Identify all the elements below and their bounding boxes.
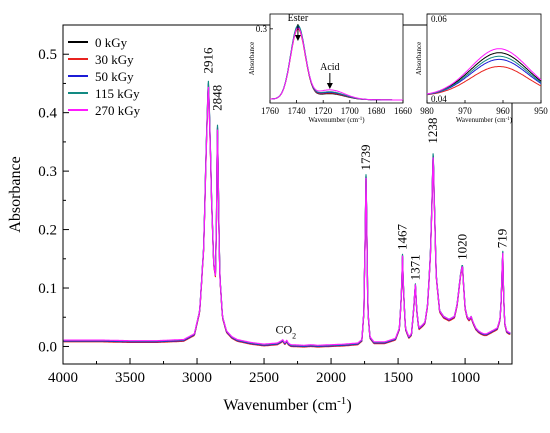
y-tick-label: 0.2 — [38, 223, 57, 239]
x-tick-label: 2500 — [249, 370, 279, 386]
inset-980-950: 980 970 960 950 0.04 0.06 Wavenumber (cm-1) Abs… — [415, 13, 548, 124]
co2-subscript: 2 — [292, 331, 296, 340]
inset2-y-tick-label: 0.04 — [431, 94, 447, 104]
legend-label: 115 kGy — [95, 86, 140, 101]
inset-series-line — [270, 27, 403, 101]
peak-label: 2916 — [200, 47, 215, 74]
inset-frame — [269, 13, 404, 104]
x-tick-label: 1000 — [450, 370, 480, 386]
y-axis-label: Absorbance — [7, 156, 24, 232]
peak-label: 719 — [495, 229, 510, 249]
inset-x-tick-label: 1700 — [341, 106, 360, 116]
acid-label: Acid — [320, 62, 339, 73]
inset-x-axis-label-tail: ) — [362, 116, 365, 124]
inset2-x-tick-label: 980 — [420, 106, 434, 116]
inset2-series-line — [426, 66, 542, 96]
x-tick-label: 1500 — [383, 370, 413, 386]
peak-label: 1020 — [454, 234, 469, 260]
peak-label: 1238 — [425, 118, 440, 144]
inset-x-tick-label: 1740 — [288, 106, 307, 116]
series-line — [63, 83, 511, 348]
co2-annotation: CO2 — [275, 322, 296, 340]
inset2-series-line — [426, 58, 542, 95]
inset2-x-axis-label: Wavenumber (cm-1) — [456, 116, 513, 124]
x-tick-label: 2000 — [316, 370, 346, 386]
inset2-x-axis-label-sup: -1 — [506, 117, 511, 122]
main-plot: 4000 3500 3000 2500 2000 1500 1000 0.0 0.1 0.2 0.3… — [7, 24, 513, 414]
x-axis-label-tail: ) — [346, 397, 351, 414]
x-axis-label: Wavenumber (cm-1) — [223, 395, 351, 414]
x-axis-label-sup: -1 — [337, 395, 346, 407]
inset-x-tick-label: 1720 — [314, 106, 333, 116]
inset2-series-line — [426, 52, 542, 95]
inset2-x-tick-label: 960 — [496, 106, 510, 116]
series-line — [63, 86, 511, 346]
inset2-series-line — [426, 48, 542, 95]
inset2-series-line — [426, 55, 542, 95]
x-tick-label: 4000 — [48, 370, 78, 386]
x-tick-label: 3000 — [182, 370, 212, 386]
inset-ester-acid: 1760 1740 1720 1700 1680 1660 0.3 Wavenumber (c… — [248, 13, 413, 124]
inset2-x-tick-label: 950 — [534, 106, 548, 116]
legend-label: 0 kGy — [95, 35, 128, 50]
inset-y-axis-label: Absorbance — [248, 42, 256, 75]
peak-label: 2848 — [209, 85, 224, 111]
series-line — [63, 87, 511, 348]
acid-arrow-head — [326, 83, 333, 89]
inset-x-axis-label-sup: -1 — [358, 117, 363, 122]
inset2-y-axis-label: Absorbance — [415, 42, 423, 75]
inset-y-tick-label: 0.3 — [256, 24, 268, 34]
peak-label: 1371 — [407, 254, 422, 280]
ester-label: Ester — [288, 13, 309, 24]
inset2-y-tick-label: 0.06 — [431, 14, 447, 24]
inset2-x-tick-label: 970 — [458, 106, 472, 116]
inset-x-axis-label: Wavenumber (cm-1) — [308, 116, 365, 124]
y-tick-label: 0.1 — [38, 281, 57, 297]
inset-x-tick-label: 1680 — [367, 106, 386, 116]
ester-arrow-head — [294, 35, 301, 41]
legend-label: 30 kGy — [95, 52, 134, 67]
series-line — [63, 82, 511, 348]
legend-label: 270 kGy — [95, 103, 141, 118]
inset-x-tick-label: 1760 — [261, 106, 280, 116]
series-line — [63, 80, 511, 347]
inset2-x-axis-label-tail: ) — [510, 116, 513, 124]
y-tick-label: 0.5 — [38, 47, 57, 63]
peak-label: 1467 — [394, 223, 409, 250]
y-tick-label: 0.3 — [38, 164, 57, 180]
x-tick-label: 3500 — [115, 370, 145, 386]
legend: 0 kGy 30 kGy 50 kGy 115 kGy 270 kGy — [68, 35, 141, 118]
peak-label: 1739 — [358, 144, 373, 170]
inset-x-tick-label: 1660 — [394, 106, 413, 116]
y-tick-label: 0.4 — [38, 106, 57, 122]
legend-label: 50 kGy — [95, 69, 134, 84]
y-tick-label: 0.0 — [38, 339, 57, 355]
